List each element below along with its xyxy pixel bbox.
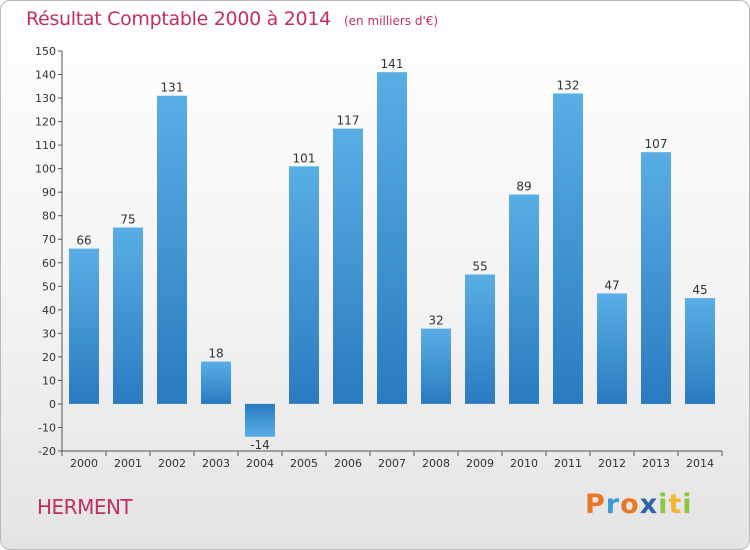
y-tick-label: 130 (35, 92, 56, 105)
x-tick-label: 2001 (114, 457, 142, 470)
data-label: 18 (208, 347, 223, 361)
bars (69, 72, 715, 437)
x-tick-label: 2012 (598, 457, 626, 470)
axes: -20 -10 0 10 20 30 40 50 60 70 80 90 100 110 120 130 140… (35, 45, 723, 470)
proxiti-logo: Proxiti (585, 489, 693, 520)
x-tick-label: 2013 (642, 457, 670, 470)
bar (201, 361, 231, 404)
data-label: 66 (76, 234, 91, 248)
x-tick-label: 2014 (686, 457, 714, 470)
data-label: 89 (516, 180, 531, 194)
logo-letter: o (620, 489, 640, 520)
logo-letter: x (639, 489, 659, 520)
logo-letter: t (668, 489, 683, 520)
bar (597, 293, 627, 404)
y-tick-label: 80 (42, 210, 56, 223)
data-label: 55 (472, 260, 487, 274)
x-tick-label: 2005 (290, 457, 318, 470)
logo-letter: P (585, 489, 606, 520)
bar (553, 93, 583, 405)
y-tick-label: 120 (35, 116, 56, 129)
logo-letter: r (605, 489, 621, 520)
y-tick-label: 30 (42, 327, 56, 340)
y-tick-label: 100 (35, 163, 56, 176)
chart-title: Résultat Comptable 2000 à 2014 (26, 8, 331, 30)
bar (641, 152, 671, 404)
data-label: 32 (428, 314, 443, 328)
data-label: 132 (557, 78, 580, 92)
data-labels: 66 75 131 18 -14 101 117 141 32 55 89 132 47 107 45 (76, 57, 707, 452)
commune-name: HERMENT (37, 495, 133, 519)
y-tick-label: -20 (38, 445, 56, 458)
data-label: 45 (692, 283, 707, 297)
y-tick-label: 150 (35, 45, 56, 58)
bar (333, 128, 363, 404)
data-label: 117 (337, 114, 360, 128)
y-tick-label: 60 (42, 257, 56, 270)
bar (113, 227, 143, 404)
chart-unit: (en milliers d'€) (343, 14, 439, 28)
x-tick-label: 2000 (70, 457, 98, 470)
chart-title-row: Résultat Comptable 2000 à 2014 (en milli… (26, 8, 438, 30)
y-tick-label: 40 (42, 304, 56, 317)
y-tick-label: 0 (49, 398, 56, 411)
x-tick-label: 2004 (246, 457, 274, 470)
x-tick-label: 2002 (158, 457, 186, 470)
data-label: 141 (381, 57, 404, 71)
bar (509, 194, 539, 404)
data-label: 47 (604, 278, 619, 292)
data-label: 107 (645, 137, 668, 151)
y-tick-label: 70 (42, 233, 56, 246)
x-tick-label: 2006 (334, 457, 362, 470)
y-tick-label: 10 (42, 374, 56, 387)
bar (421, 328, 451, 404)
data-label: -14 (250, 438, 270, 452)
data-label: 75 (120, 213, 135, 227)
data-label: 131 (161, 81, 184, 95)
y-tick-label: -10 (38, 421, 56, 434)
y-tick-label: 20 (42, 351, 56, 364)
y-tick-label: 90 (42, 186, 56, 199)
bar (245, 403, 275, 437)
bar (465, 274, 495, 404)
x-tick-label: 2010 (510, 457, 538, 470)
bar (377, 72, 407, 404)
x-tick-label: 2009 (466, 457, 494, 470)
bar (685, 298, 715, 404)
x-tick-label: 2007 (378, 457, 406, 470)
y-tick-label: 110 (35, 139, 56, 152)
x-tick-label: 2008 (422, 457, 450, 470)
bar (157, 95, 187, 404)
bar (289, 166, 319, 404)
data-label: 101 (293, 151, 316, 165)
y-tick-label: 140 (35, 69, 56, 82)
y-tick-label: 50 (42, 280, 56, 293)
bar (69, 248, 99, 404)
x-tick-label: 2003 (202, 457, 230, 470)
x-tick-label: 2011 (554, 457, 582, 470)
logo-letter: i (658, 489, 669, 520)
logo-letter: i (682, 489, 693, 520)
